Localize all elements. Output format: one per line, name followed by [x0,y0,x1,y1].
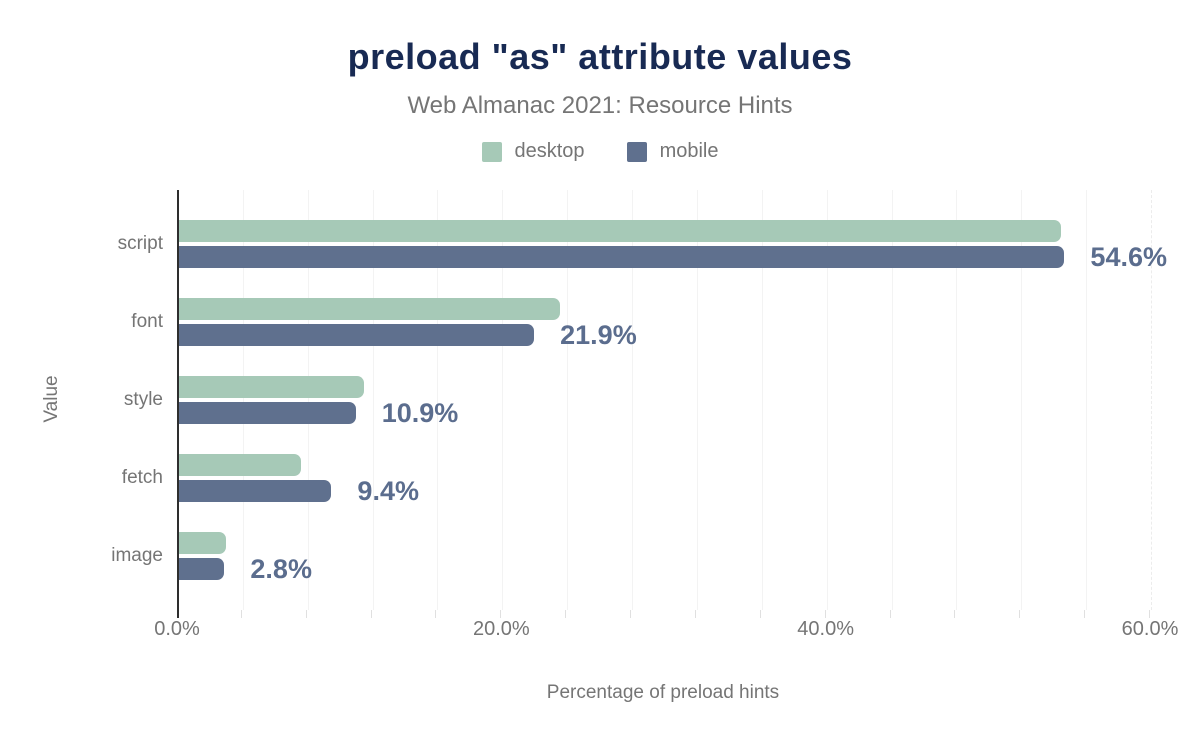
gridline [956,190,958,610]
x-tick-label: 60.0% [1121,618,1179,640]
legend-item-mobile[interactable]: mobile [626,140,719,163]
gridline [372,190,374,610]
legend: desktop mobile [0,140,1200,163]
axis-tick [824,610,826,618]
gridline [826,190,828,610]
axis-tick [177,610,179,618]
gridline [761,190,763,610]
bar-mobile-script[interactable] [179,246,1065,268]
plot-area [177,190,1152,610]
gridline [1151,190,1152,610]
axis-tick [435,610,437,618]
axis-tick [500,610,502,618]
x-tick-label: 0.0% [154,618,200,640]
bar-mobile-fetch[interactable] [179,480,332,502]
value-label-fetch: 9.4% [357,476,419,506]
gridline [891,190,893,610]
legend-swatch-desktop [481,141,502,162]
gridline [567,190,569,610]
value-label-style: 10.9% [381,398,459,428]
axis-tick [954,610,956,618]
bar-desktop-style[interactable] [179,376,364,398]
x-tick-label: 20.0% [472,618,530,640]
axis-tick [889,610,891,618]
category-label-fetch: fetch [121,467,163,488]
gridline [437,190,439,610]
bar-mobile-image[interactable] [179,558,225,580]
bar-mobile-font[interactable] [179,324,535,346]
axis-tick [305,610,307,618]
gridline [502,190,504,610]
bar-desktop-fetch[interactable] [179,454,301,476]
category-label-script: script [117,233,163,254]
x-tick-label: 40.0% [797,618,855,640]
axis-tick [1084,610,1086,618]
chart-title: preload "as" attribute values [347,36,853,77]
axis-tick [694,610,696,618]
bar-desktop-script[interactable] [179,220,1062,242]
gridline [242,190,244,610]
x-axis-title: Percentage of preload hints [546,682,780,703]
bar-desktop-image[interactable] [179,532,227,554]
chart-subtitle: Web Almanac 2021: Resource Hints [407,92,793,119]
axis-tick [759,610,761,618]
axis-tick [630,610,632,618]
legend-item-desktop[interactable]: desktop [481,140,585,163]
axis-tick [240,610,242,618]
category-label-style: style [123,389,163,410]
gridline [1086,190,1088,610]
legend-swatch-mobile [626,141,647,162]
category-label-image: image [111,545,163,566]
value-label-script: 54.6% [1090,242,1167,272]
gridline [1021,190,1023,610]
legend-label-desktop: desktop [514,140,585,162]
value-label-font: 21.9% [560,320,637,350]
legend-label-mobile: mobile [659,140,719,162]
gridline [632,190,634,610]
bar-desktop-font[interactable] [179,298,561,320]
axis-tick [1149,610,1150,618]
axis-tick [565,610,567,618]
category-label-font: font [131,311,163,332]
bar-mobile-style[interactable] [179,402,356,424]
axis-tick [370,610,372,618]
axis-tick [1019,610,1021,618]
gridline [307,190,309,610]
value-label-image: 2.8% [250,554,312,584]
gridline [696,190,698,610]
